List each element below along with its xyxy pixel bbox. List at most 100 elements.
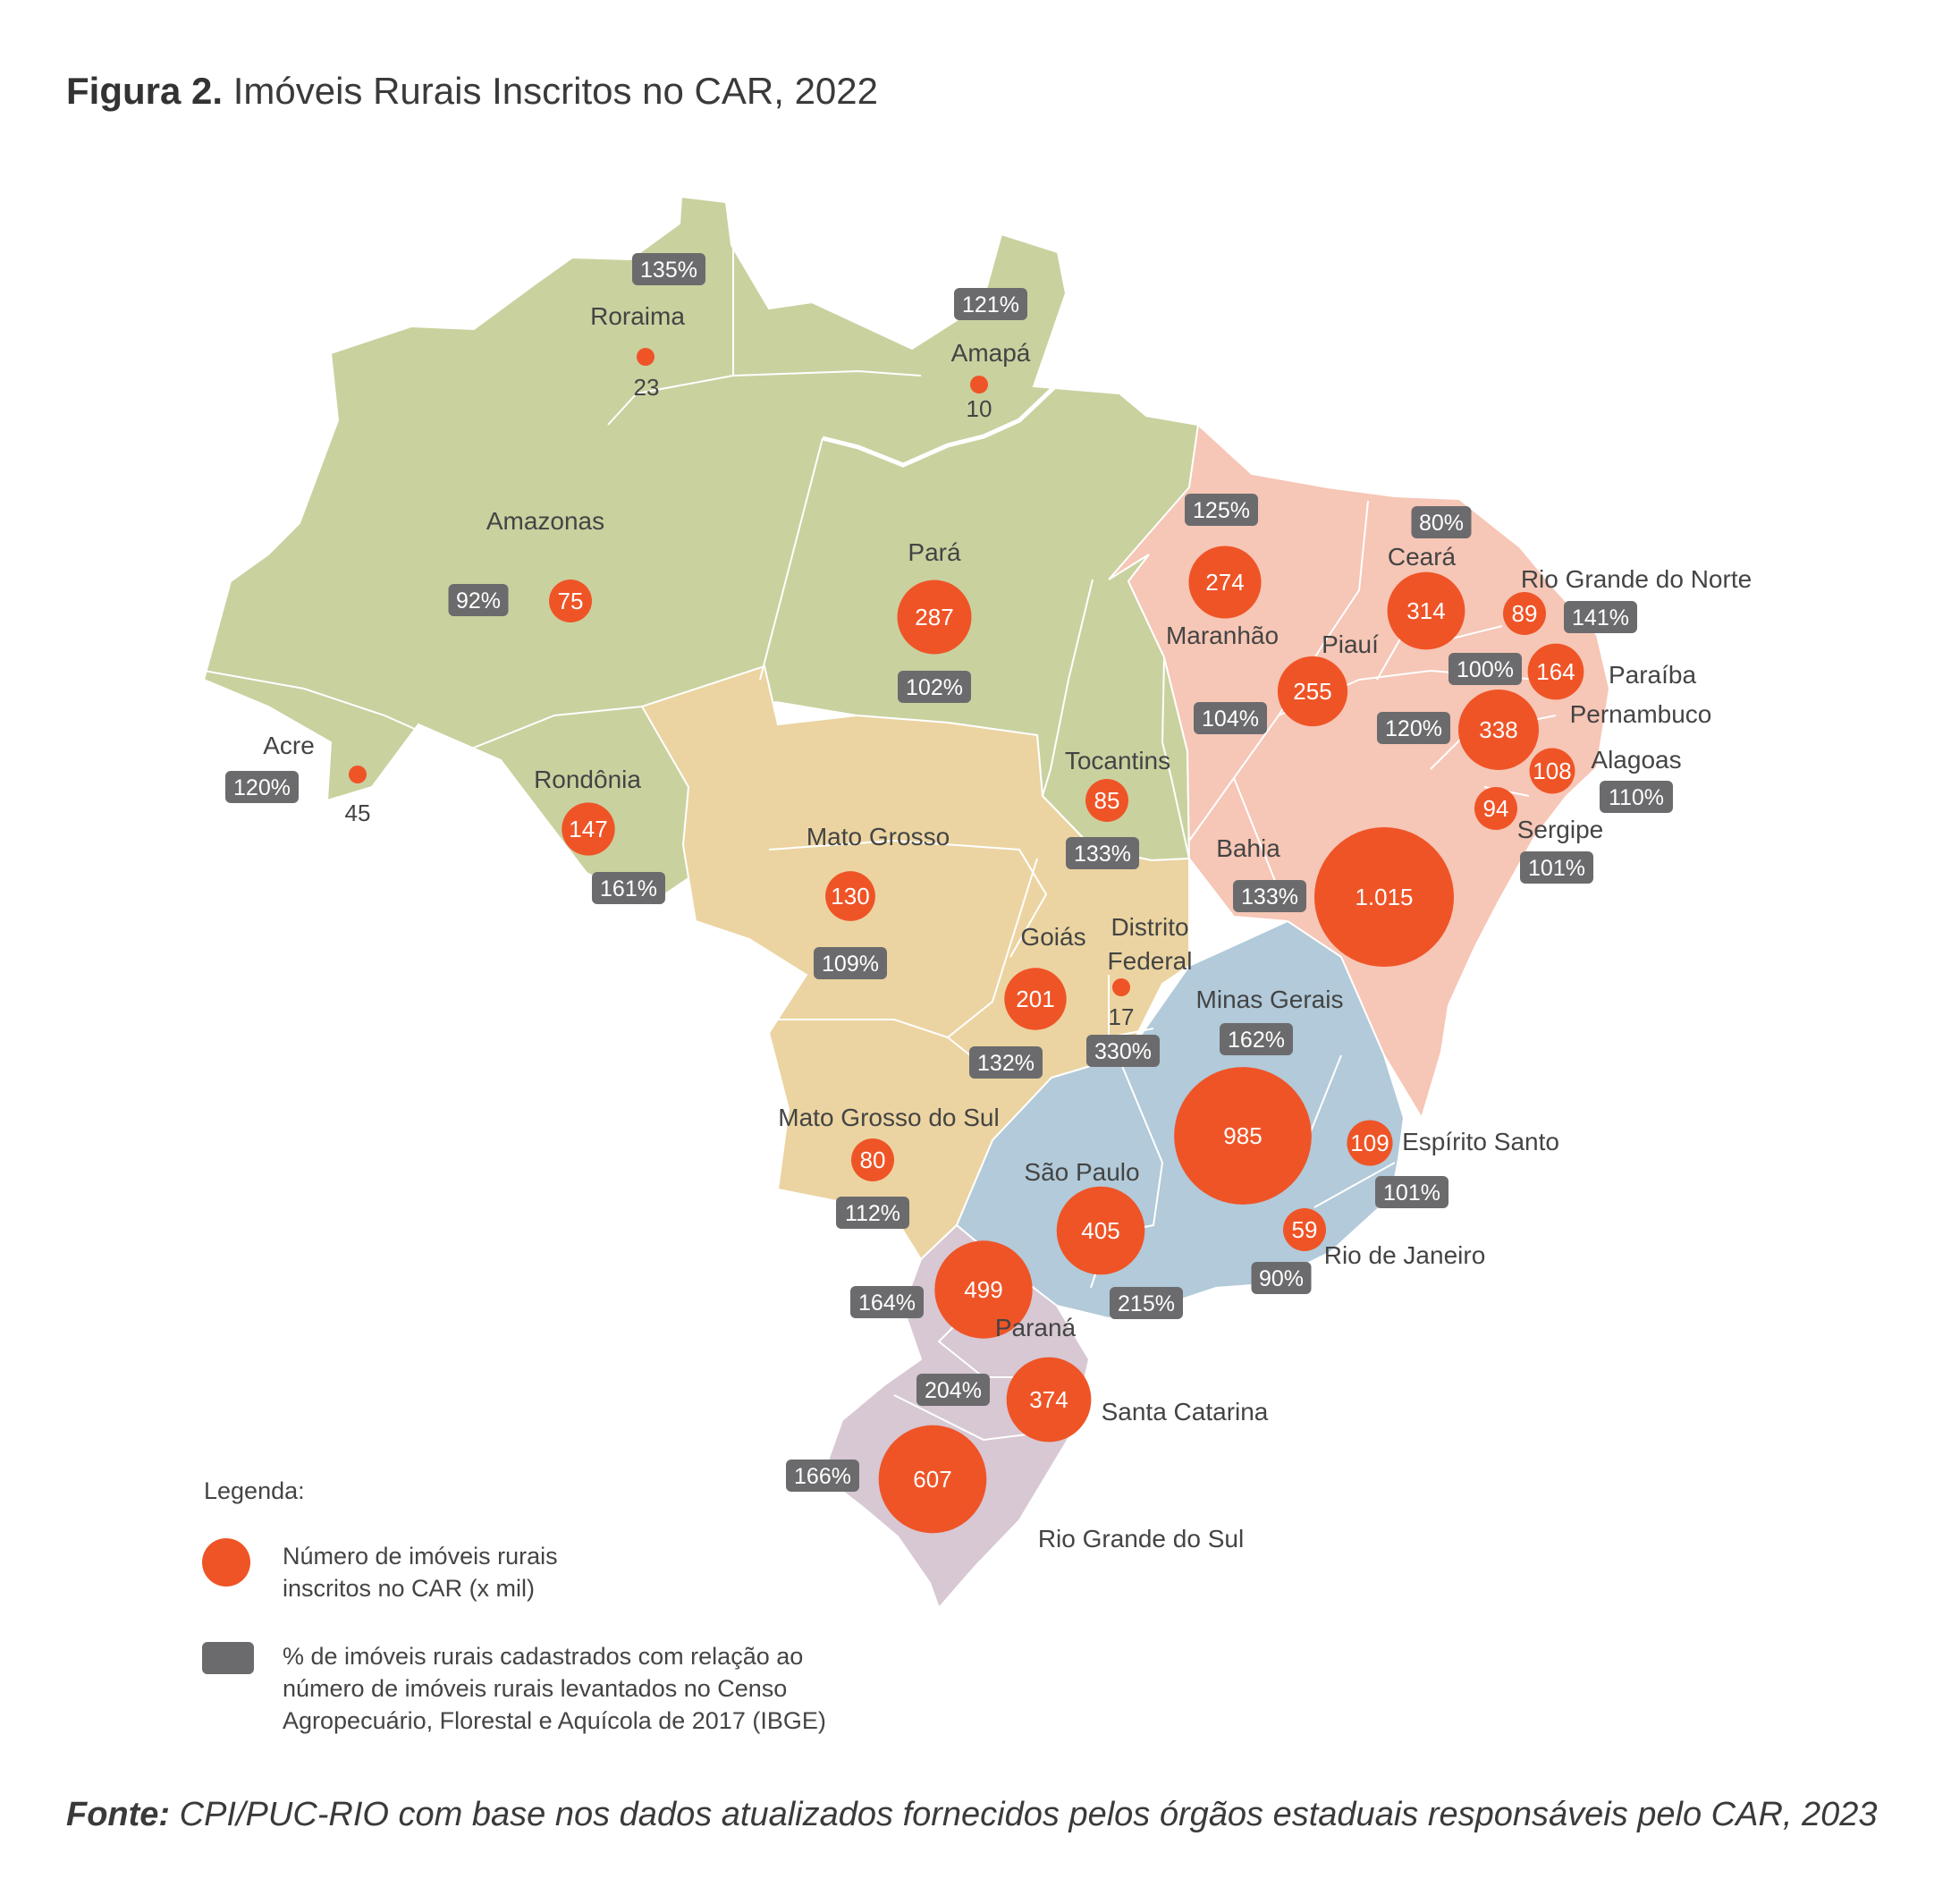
percent-badge-rio-grande-do-norte [1564,601,1637,633]
value-label-roraima: 23 [634,374,660,401]
percent-label-para: 102% [906,675,963,700]
percent-badge-sergipe [1520,851,1593,884]
value-label-sergipe: 94 [1483,795,1509,822]
percent-label-parana: 164% [858,1290,916,1316]
percent-label-goias: 132% [977,1051,1035,1076]
percent-label-rio-de-janeiro: 90% [1259,1266,1304,1291]
value-label-para: 287 [915,604,953,630]
percent-badge-santa-catarina [916,1374,990,1406]
percent-label-tocantins: 133% [1074,842,1131,867]
value-circle-tocantins [1085,779,1128,822]
percent-label-roraima: 135% [640,258,697,283]
percent-badge-pernambuco [1377,712,1450,744]
percent-badge-maranhao [1185,494,1258,526]
value-label-espirito-santo: 109 [1350,1130,1389,1156]
percent-label-sao-paulo: 215% [1118,1291,1175,1316]
source-text: CPI/PUC-RIO com base nos dados atualizad… [179,1796,1878,1833]
percent-badge-mato-grosso [814,947,887,979]
value-circle-maranhao [1188,546,1262,619]
state-name-rio-de-janeiro: Rio de Janeiro [1324,1241,1486,1269]
percent-label-amapa: 121% [962,292,1019,317]
value-label-tocantins: 85 [1094,787,1120,814]
state-name-distrito-federal: Distrito Federal [1108,913,1193,975]
state-name-goias: Goiás [1020,923,1085,951]
state-name-parana: Paraná [995,1314,1077,1341]
state-name-mato-grosso-do-sul: Mato Grosso do Sul [778,1104,999,1131]
percent-label-sergipe: 101% [1528,856,1585,881]
value-circle-roraima [637,348,655,366]
map-annotations: 23 Roraima 135% 10 Amapá 121% 75 Amazonas 92% 287… [225,253,1752,1553]
percent-badge-paraiba [1448,653,1522,685]
value-label-acre: 45 [345,800,371,826]
value-label-rio-grande-do-norte: 89 [1512,600,1538,627]
value-label-amapa: 10 [967,395,992,422]
value-circle-paraiba [1527,643,1584,700]
state-name-rio-grande-do-sul: Rio Grande do Sul [1038,1525,1244,1553]
state-name-sao-paulo: São Paulo [1024,1158,1139,1186]
brazil-map: 23 Roraima 135% 10 Amapá 121% 75 Amazonas 92% 287… [202,195,1752,1610]
percent-badge-espirito-santo [1375,1176,1448,1208]
region-south [821,1223,1091,1610]
value-circle-piaui [1277,656,1348,727]
percent-label-santa-catarina: 204% [925,1378,982,1403]
percent-badge-rondonia [592,872,665,904]
value-circle-para [897,580,972,655]
percent-label-ceara: 80% [1419,511,1464,536]
state-name-alagoas: Alagoas [1591,746,1681,774]
value-label-minas-gerais: 985 [1223,1122,1262,1149]
state-name-amazonas: Amazonas [486,507,604,535]
value-circle-rondonia [562,802,615,856]
value-circle-mato-grosso-do-sul [851,1138,894,1181]
value-circle-pernambuco [1457,689,1540,771]
percent-badge-bahia [1233,880,1306,912]
state-name-ceara: Ceará [1388,543,1457,571]
percent-badge-parana [850,1286,924,1318]
percent-badge-alagoas [1600,781,1673,813]
state-name-roraima: Roraima [590,302,685,330]
percent-badge-sao-paulo [1110,1287,1183,1319]
percent-label-amazonas: 92% [456,588,501,614]
legend-badge-icon [202,1642,254,1674]
legend-circle-text: Número de imóveis rurais inscritos no CA… [283,1543,558,1602]
value-circle-ceara [1387,571,1465,650]
state-name-rondonia: Rondônia [534,766,641,793]
percent-label-mato-grosso: 109% [822,952,879,977]
state-name-rio-grande-do-norte: Rio Grande do Norte [1521,565,1752,593]
value-label-sao-paulo: 405 [1081,1217,1119,1244]
value-circle-bahia [1314,827,1454,967]
source-label: Fonte: [66,1796,171,1833]
percent-badge-goias [969,1046,1043,1079]
value-label-rondonia: 147 [569,816,607,842]
amazon-river [822,385,1057,468]
percent-label-rio-grande-do-norte: 141% [1572,605,1629,630]
legend-title: Legenda: [204,1477,305,1504]
state-name-para: Pará [908,538,961,566]
value-label-piaui: 255 [1293,678,1331,705]
state-name-minas-gerais: Minas Gerais [1196,986,1344,1013]
value-label-rio-de-janeiro: 59 [1292,1216,1318,1243]
figure-number: Figura 2. [66,70,224,112]
value-circle-espirito-santo [1347,1120,1393,1166]
percent-badge-para [898,671,971,703]
state-name-maranhao: Maranhão [1166,622,1279,649]
value-circle-alagoas [1529,748,1575,794]
value-label-bahia: 1.015 [1355,884,1413,910]
state-name-santa-catarina: Santa Catarina [1102,1398,1269,1426]
percent-badge-amapa [954,288,1027,320]
state-name-acre: Acre [263,732,315,759]
percent-badge-rio-de-janeiro [1251,1262,1312,1294]
value-label-parana: 499 [964,1276,1002,1303]
value-circle-santa-catarina [1006,1357,1092,1443]
percent-badge-amazonas [448,584,509,616]
value-label-goias: 201 [1016,986,1054,1012]
percent-label-rio-grande-do-sul: 166% [794,1464,851,1489]
value-label-pernambuco: 338 [1479,716,1517,743]
source-note: Fonte: CPI/PUC-RIO com base nos dados at… [66,1796,1878,1834]
percent-badge-piaui [1194,702,1267,734]
percent-badge-ceara [1411,506,1472,538]
value-label-santa-catarina: 374 [1029,1386,1068,1413]
value-circle-acre [349,766,367,783]
figure-title: Figura 2. Imóveis Rurais Inscritos no CA… [66,70,878,113]
legend-badge-text: % de imóveis rurais cadastrados com rela… [283,1643,826,1734]
percent-label-maranhao: 125% [1193,498,1250,523]
